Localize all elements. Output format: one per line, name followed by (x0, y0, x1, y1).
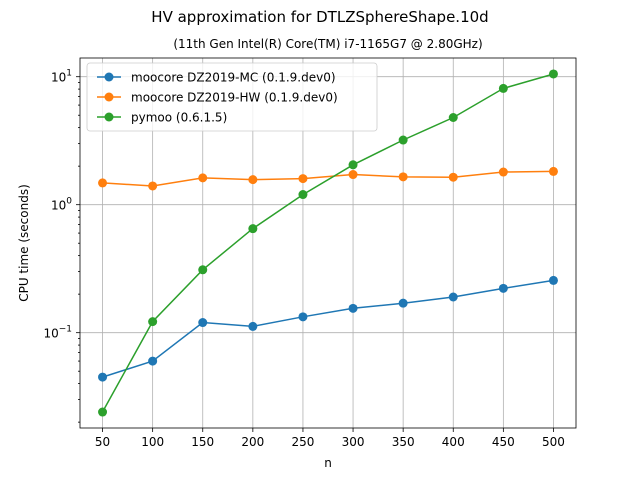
data-point (298, 190, 308, 200)
legend-label: moocore DZ2019-MC (0.1.9.dev0) (131, 71, 336, 85)
chart-title: HV approximation for DTLZSphereShape.10d (151, 8, 488, 26)
data-point (198, 173, 208, 183)
x-tick-label: 350 (392, 435, 415, 449)
legend-label: moocore DZ2019-HW (0.1.9.dev0) (131, 91, 338, 105)
data-point (398, 135, 408, 145)
y-axis-label: CPU time (seconds) (17, 184, 31, 302)
data-point (548, 275, 558, 285)
y-tick-label: 101 (51, 69, 72, 85)
legend: moocore DZ2019-MC (0.1.9.dev0) moocore DZ… (86, 62, 378, 132)
data-point (398, 298, 408, 308)
data-point (98, 407, 108, 417)
data-point (498, 167, 508, 177)
x-tick-label: 400 (442, 435, 465, 449)
data-point (348, 160, 358, 170)
data-point (148, 356, 158, 366)
legend-marker (104, 112, 114, 122)
data-point (198, 318, 208, 328)
chart-subtitle: (11th Gen Intel(R) Core(TM) i7-1165G7 @ … (173, 37, 482, 51)
plot-series (98, 69, 558, 417)
data-point (348, 170, 358, 180)
data-point (198, 265, 208, 275)
data-point (548, 166, 558, 176)
axis-ticks: 50 100 150 200 250 300 350 400 450 500 10−1 100 101 (43, 69, 564, 449)
data-point (448, 172, 458, 182)
data-point (248, 175, 258, 185)
data-point (148, 317, 158, 327)
data-point (248, 321, 258, 331)
legend-label: pymoo (0.6.1.5) (131, 111, 227, 125)
x-tick-label: 100 (141, 435, 164, 449)
x-tick-label: 50 (95, 435, 110, 449)
x-axis-label: n (324, 456, 332, 470)
y-tick-label: 100 (51, 197, 72, 213)
y-tick-label: 10−1 (43, 325, 72, 341)
x-tick-label: 450 (492, 435, 515, 449)
data-point (498, 83, 508, 93)
series-line-3 (101, 73, 554, 413)
x-tick-label: 150 (191, 435, 214, 449)
series-line-1 (102, 279, 554, 378)
x-tick-label: 500 (542, 435, 565, 449)
data-point (548, 69, 558, 79)
legend-box (86, 62, 378, 132)
data-point (298, 312, 308, 322)
data-point (98, 372, 108, 382)
data-point (348, 303, 358, 313)
data-point (498, 283, 508, 293)
x-tick-label: 300 (342, 435, 365, 449)
data-point (398, 172, 408, 182)
legend-marker (104, 92, 114, 102)
x-tick-label: 250 (291, 435, 314, 449)
data-point (298, 174, 308, 184)
legend-marker (104, 72, 114, 82)
axes-frame (79, 57, 577, 429)
data-point (448, 292, 458, 302)
series-line-2 (102, 170, 554, 187)
x-tick-label: 200 (241, 435, 264, 449)
data-point (248, 224, 258, 234)
data-point (98, 178, 108, 188)
data-point (448, 113, 458, 123)
data-point (148, 181, 158, 191)
